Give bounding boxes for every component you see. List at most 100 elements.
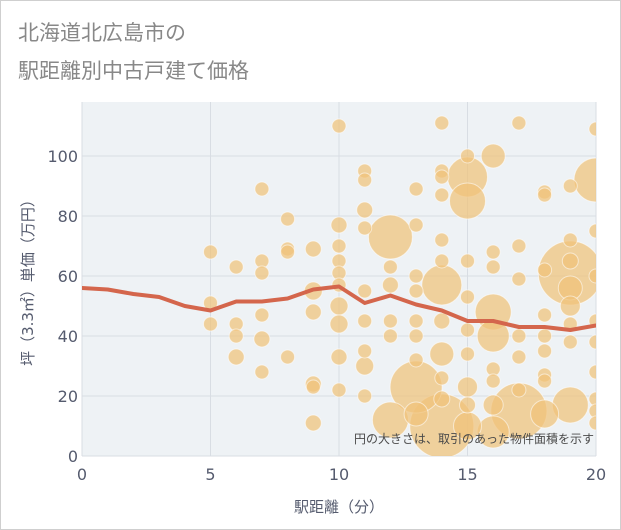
bubble-point [537,373,553,389]
bubble-point [203,316,218,332]
bubble-point [355,356,375,376]
bubble-point [460,346,475,362]
bubble-point [482,394,504,416]
bubble-point [304,414,322,432]
bubble-point [588,391,596,407]
bubble-point [382,313,398,329]
bubble-point [460,253,475,269]
bubble-point [304,303,322,321]
bubble-point [460,289,475,305]
bubble-point [511,349,527,365]
bubble-point [434,187,450,203]
bubble-point [562,178,578,194]
bubble-point [227,348,245,366]
chart-title-line2: 駅距離別中古戸建て価格 [18,59,249,83]
x-axis-label: 駅距離（分） [294,498,384,516]
bubble-point [573,157,596,203]
bubble-point [588,364,596,380]
y-tick-label: 60 [58,267,78,286]
bubble-point [434,232,450,248]
bubble-point [537,307,553,323]
bubble-point [228,328,244,344]
bubble-point [485,373,501,389]
bubble-point [280,211,296,227]
bubble-point [511,328,527,344]
bubble-point [331,118,347,134]
bubble-point [367,214,413,260]
bubble-point [228,259,244,275]
bubble-point [280,349,296,365]
bubble-point [421,264,463,306]
bubble-point [511,382,527,398]
bubble-point [588,223,596,239]
bubble-point [408,352,424,368]
bubble-point [485,259,501,275]
bubble-point [408,328,424,344]
bubble-point [480,143,506,169]
bubble-point [330,348,348,366]
bubble-point [460,322,475,338]
bubble-point [254,307,270,323]
bubble-point [588,268,596,284]
bubble-point [357,283,373,299]
bubble-point [305,379,321,395]
bubble-point [433,390,451,408]
bubble-point [511,271,527,287]
bubble-point [408,313,424,329]
bubble-point [561,252,579,270]
bubble-point [331,238,347,254]
bubble-point [537,328,553,344]
bubble-point [408,181,424,197]
bubble-point [511,115,527,131]
bubble-point [403,401,429,427]
bubble-point [530,399,560,429]
bubble-point [382,328,398,344]
bubble-point [460,148,475,164]
bubble-point [408,283,424,299]
bubble-point [434,115,450,131]
y-tick-label: 20 [58,387,78,406]
bubble-point [433,312,451,330]
bubble-point [357,388,373,404]
bubble-point [382,259,398,275]
bubble-point [329,314,349,334]
bubble-point [329,296,349,316]
bubble-point [203,244,218,260]
chart-title-line1: 北海道北広島市の [18,21,186,45]
bubble-point [357,343,373,359]
bubble-point [254,364,270,380]
bubble-point [356,201,374,219]
bubble-point [511,238,527,254]
x-tick-label: 10 [329,465,349,484]
bubble-point [304,240,322,258]
bubble-point [434,169,450,185]
bubble-point [429,341,455,367]
y-axis-label: 坪（3.3㎡）単価（万円） [19,192,37,366]
x-tick-label: 0 [77,465,87,484]
bubble-point [588,403,596,419]
bubble-point [459,396,476,414]
bubble-size-note: 円の大きさは、取引のあった物件面積を示す [354,431,594,446]
x-tick-label: 5 [205,465,215,484]
bubble-point [408,268,424,284]
bubble-point [537,262,553,278]
bubble-point [485,244,501,260]
bubble-point [562,334,578,350]
bubble-point [449,182,486,220]
bubble-point [588,121,596,137]
y-tick-label: 80 [58,207,78,226]
x-tick-label: 20 [586,465,606,484]
bubble-point [434,253,450,269]
bubble-point [357,172,373,188]
y-tick-label: 100 [47,147,78,166]
bubble-point [254,181,270,197]
bubble-series [203,115,596,456]
axis-ticks: 0 5 10 15 20 0 20 40 60 80 100 [47,147,606,484]
bubble-point [381,276,399,294]
bubble-point [457,376,478,398]
y-tick-label: 40 [58,327,78,346]
average-price-line [82,284,596,332]
bubble-point [537,343,553,359]
bubble-point [559,295,581,317]
bubble-point [331,382,347,398]
